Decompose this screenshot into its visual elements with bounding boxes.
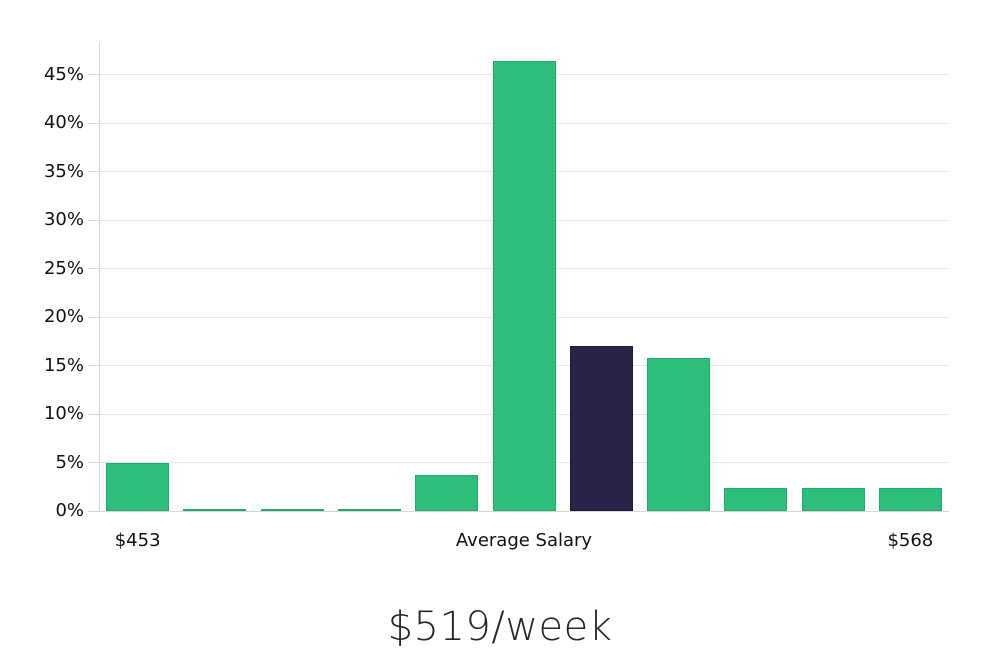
y-axis-label-15: 15% (43, 354, 84, 376)
x-axis-label-average-salary: Average Salary (455, 530, 593, 551)
y-axis-tick-0 (88, 510, 99, 512)
plot-area (99, 42, 949, 512)
bar-highlight-average-bin (569, 346, 633, 511)
y-axis-tick-45 (88, 74, 99, 76)
y-axis-label-20: 20% (43, 306, 84, 328)
y-axis-tick-40 (88, 122, 99, 124)
y-axis-tick-10 (88, 413, 99, 415)
y-axis-line (99, 42, 100, 511)
y-axis-tick-20 (88, 316, 99, 318)
y-axis-tick-30 (88, 219, 99, 221)
y-axis-label-45: 45% (43, 63, 84, 85)
y-axis-tick-15 (88, 365, 99, 367)
y-axis-label-40: 40% (43, 112, 84, 134)
y-axis-label-10: 10% (43, 403, 84, 425)
y-axis-label-0: 0% (55, 500, 84, 521)
bar-salary-bin-3 (337, 509, 401, 511)
y-axis-tick-35 (88, 171, 99, 173)
y-axis-tick-5 (88, 462, 99, 464)
bar-salary-bin-10 (878, 488, 942, 511)
bar-salary-bin-2 (260, 509, 324, 511)
bar-salary-bin-0 (106, 463, 170, 511)
y-axis-label-5: 5% (55, 451, 84, 473)
bar-salary-bin-9 (801, 488, 865, 511)
bar-salary-bin-4 (415, 475, 479, 511)
bar-salary-bin-7 (647, 358, 711, 511)
y-axis-label-35: 35% (43, 160, 84, 182)
bar-salary-bin-8 (724, 488, 788, 511)
gridline-0 (99, 510, 949, 512)
x-axis-label--453: $453 (114, 530, 161, 551)
x-axis-label--568: $568 (887, 530, 934, 551)
y-axis-label-25: 25% (43, 257, 84, 279)
bar-salary-bin-1 (183, 509, 247, 511)
y-axis-label-30: 30% (43, 209, 84, 231)
chart-title-average-weekly-salary: $519/week (387, 604, 613, 650)
y-axis-tick-25 (88, 268, 99, 270)
bar-salary-bin-5 (492, 61, 556, 511)
